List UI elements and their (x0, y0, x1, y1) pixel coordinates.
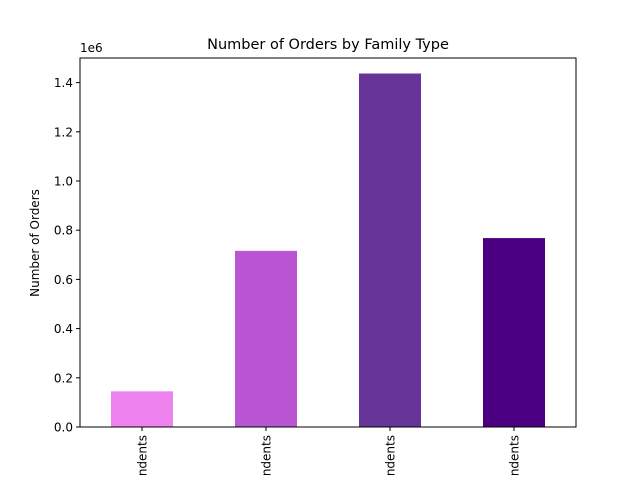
y-tick-label: 0.4 (54, 322, 73, 336)
bars-group (111, 73, 545, 428)
x-tick-label: ndents (260, 435, 274, 476)
y-axis-multiplier: 1e6 (80, 41, 103, 55)
y-tick-label: 0.8 (54, 224, 73, 238)
x-axis-ticks: ndents ndents ndents ndents (136, 427, 522, 476)
plot-frame (79, 57, 577, 428)
bar-1 (111, 391, 173, 427)
bar-2 (235, 250, 297, 427)
x-tick-label: ndents (136, 435, 150, 476)
bar-3 (359, 73, 421, 428)
y-axis-ticks: 0.0 0.2 0.4 0.6 0.8 1.0 1.2 1.4 (54, 76, 80, 435)
chart-title: Number of Orders by Family Type (207, 37, 449, 53)
x-tick-label: ndents (508, 435, 522, 476)
y-tick-label: 1.4 (54, 76, 73, 90)
y-axis-label: Number of Orders (28, 189, 42, 297)
y-tick-label: 0.2 (54, 371, 73, 385)
y-tick-label: 1.2 (54, 125, 73, 139)
y-tick-label: 0.0 (54, 421, 73, 435)
bar-4 (483, 238, 545, 427)
x-tick-label: ndents (384, 435, 398, 476)
y-tick-label: 1.0 (54, 175, 73, 189)
y-tick-label: 0.6 (54, 273, 73, 287)
